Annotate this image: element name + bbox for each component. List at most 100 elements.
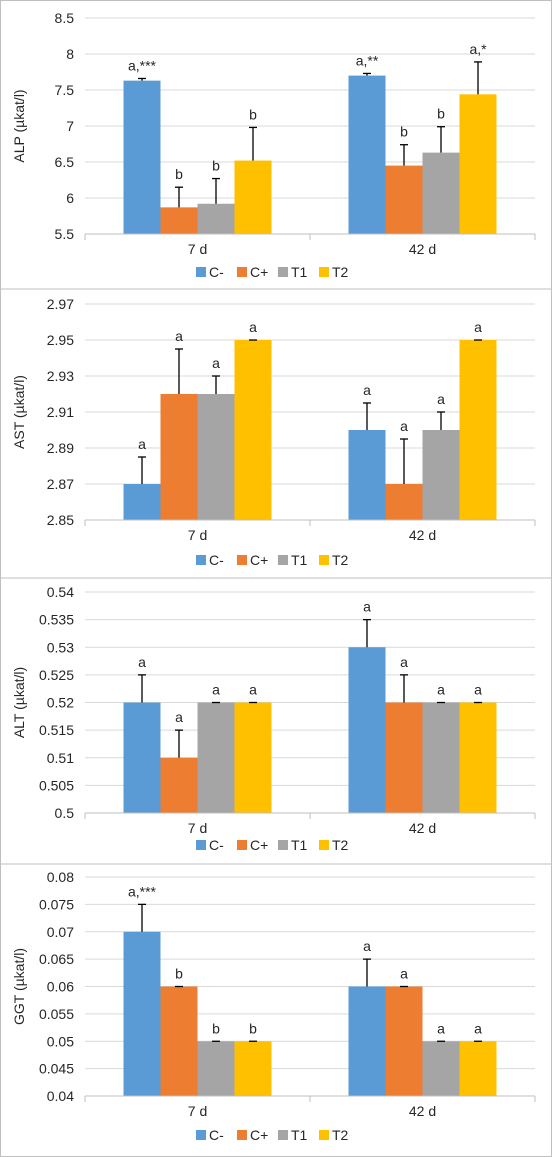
legend-swatch-T2 xyxy=(319,840,329,850)
data-label: a,*** xyxy=(128,57,157,73)
bar-T1-42d xyxy=(422,1041,460,1096)
x-tick-label: 42 d xyxy=(409,241,436,257)
data-label: b xyxy=(400,124,408,140)
x-tick-label: 7 d xyxy=(188,1103,207,1119)
legend-label: C+ xyxy=(250,837,268,853)
y-tick-label: 2.85 xyxy=(47,512,74,528)
legend-label: C+ xyxy=(250,1127,268,1143)
y-axis-label: GGT (µkat/l) xyxy=(11,948,27,1025)
legend-swatch-C xyxy=(196,840,206,850)
data-label: b xyxy=(175,166,183,182)
data-label: b xyxy=(175,966,183,982)
data-label: a xyxy=(437,391,445,407)
y-axis-label: AST (µkat/l) xyxy=(11,375,27,449)
y-axis-label: ALP (µkat/l) xyxy=(11,89,27,162)
data-label: a xyxy=(175,709,183,725)
y-tick-label: 0.505 xyxy=(39,777,74,793)
bar-C-7d xyxy=(123,484,161,520)
y-axis-label: ALT (µkat/l) xyxy=(11,667,27,738)
y-tick-label: 5.5 xyxy=(55,226,75,242)
y-tick-label: 0.075 xyxy=(39,896,74,912)
legend-label: C+ xyxy=(250,264,268,280)
data-label: a xyxy=(138,436,146,452)
bar-T2-7d xyxy=(234,160,272,234)
y-tick-label: 2.91 xyxy=(47,404,74,420)
legend-swatch-C xyxy=(196,267,206,277)
data-label: a xyxy=(400,418,408,434)
data-label: a xyxy=(400,966,408,982)
x-tick-label: 42 d xyxy=(409,527,436,543)
y-tick-label: 2.93 xyxy=(47,368,74,384)
data-label: a,*** xyxy=(128,883,157,899)
y-tick-label: 0.535 xyxy=(39,612,74,628)
data-label: a xyxy=(175,328,183,344)
y-tick-label: 0.515 xyxy=(39,722,74,738)
bar-C-7d xyxy=(160,757,198,813)
y-tick-label: 0.05 xyxy=(47,1033,74,1049)
x-tick-label: 7 d xyxy=(188,241,207,257)
data-label: a xyxy=(437,1020,445,1036)
data-label: a xyxy=(437,682,445,698)
y-tick-label: 0.52 xyxy=(47,695,74,711)
data-label: a xyxy=(138,654,146,670)
data-label: b xyxy=(249,106,257,122)
y-tick-label: 7.5 xyxy=(55,82,75,98)
y-tick-label: 0.08 xyxy=(47,869,74,885)
bar-T1-7d xyxy=(197,394,235,520)
chart-3: 0.5 0.505 0.51 0.515 0.52 0.525 0.53 0.535 0.54 A… xyxy=(0,584,552,865)
legend-label: C- xyxy=(209,264,224,280)
bar-T1-7d xyxy=(197,203,235,234)
y-tick-label: 8 xyxy=(66,46,74,62)
legend-swatch-T1 xyxy=(278,1130,288,1140)
data-label: a,* xyxy=(469,41,487,57)
legend-label: T2 xyxy=(332,552,349,568)
y-tick-label: 2.87 xyxy=(47,476,74,492)
y-tick-label: 0.045 xyxy=(39,1061,74,1077)
bar-T1-7d xyxy=(197,1041,235,1096)
data-label: a,** xyxy=(356,52,379,68)
legend-swatch-T2 xyxy=(319,1130,329,1140)
data-label: b xyxy=(437,106,445,122)
y-tick-label: 8.5 xyxy=(55,10,75,26)
data-label: a xyxy=(474,319,482,335)
y-tick-label: 0.51 xyxy=(47,750,74,766)
legend-label: T1 xyxy=(291,837,308,853)
bar-C-42d xyxy=(385,986,423,1096)
y-tick-label: 0.065 xyxy=(39,951,74,967)
chart-2: 2.85 2.87 2.89 2.91 2.93 2.95 2.97 AST (µkat/l)… xyxy=(0,296,552,579)
bar-T2-7d xyxy=(234,702,272,813)
legend-swatch-T1 xyxy=(278,267,288,277)
legend-label: T2 xyxy=(332,264,349,280)
bar-T1-42d xyxy=(422,702,460,813)
data-label: a xyxy=(249,319,257,335)
legend-swatch-C xyxy=(237,840,247,850)
legend-label: T1 xyxy=(291,1127,308,1143)
y-tick-label: 2.95 xyxy=(47,332,74,348)
x-tick-label: 42 d xyxy=(409,1103,436,1119)
legend-swatch-C xyxy=(237,1130,247,1140)
bar-T2-7d xyxy=(234,1041,272,1096)
y-tick-label: 0.54 xyxy=(47,584,74,600)
bar-C-7d xyxy=(123,702,161,813)
legend-swatch-C xyxy=(237,267,247,277)
bar-T1-42d xyxy=(422,152,460,234)
bar-C-7d xyxy=(123,80,161,234)
data-label: a xyxy=(474,1020,482,1036)
y-tick-label: 0.06 xyxy=(47,979,74,995)
legend-swatch-C xyxy=(237,555,247,565)
bar-C-42d xyxy=(385,484,423,520)
x-tick-label: 7 d xyxy=(188,820,207,836)
y-tick-label: 0.055 xyxy=(39,1006,74,1022)
data-label: a xyxy=(249,682,257,698)
data-label: a xyxy=(474,682,482,698)
y-tick-label: 6.5 xyxy=(55,154,75,170)
bar-T2-42d xyxy=(459,1041,497,1096)
legend-label: C- xyxy=(209,1127,224,1143)
bar-T2-42d xyxy=(459,702,497,813)
bar-C-42d xyxy=(348,647,386,813)
y-tick-label: 2.89 xyxy=(47,440,74,456)
legend-swatch-T1 xyxy=(278,555,288,565)
legend-swatch-T1 xyxy=(278,840,288,850)
bar-T1-42d xyxy=(422,430,460,520)
data-label: a xyxy=(400,654,408,670)
